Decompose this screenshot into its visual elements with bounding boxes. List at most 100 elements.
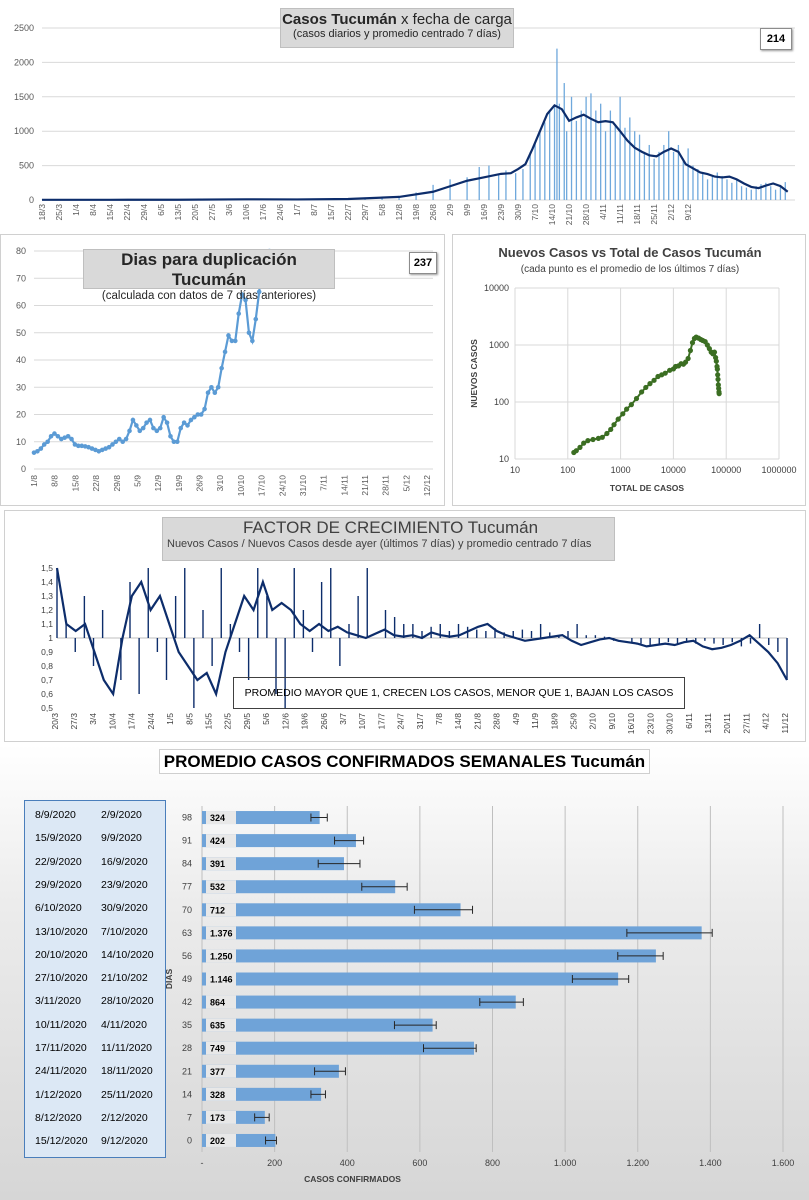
x-tick-label: 4/12 — [761, 713, 771, 730]
x-tick-label: 400 — [340, 1158, 355, 1168]
week-start-date: 2/12/2020 — [101, 1111, 148, 1124]
week-value-label: 1.146 — [210, 975, 233, 985]
x-tick-label: 100000 — [711, 465, 741, 475]
day-tick-label: 63 — [182, 928, 192, 938]
week-end-date: 24/11/2020 — [35, 1065, 87, 1078]
x-tick-label: 23/9 — [496, 204, 506, 221]
x-tick-label: 24/6 — [275, 204, 285, 221]
x-tick-label: 29/5 — [242, 713, 252, 730]
week-value-label: 635 — [210, 1021, 225, 1031]
scatter-point — [715, 376, 721, 382]
week-label-bg — [206, 880, 236, 894]
x-tick-label: 17/6 — [258, 204, 268, 221]
scatter-point — [577, 444, 583, 450]
x-axis-label: CASOS CONFIRMADOS — [304, 1174, 401, 1184]
x-tick-label: 24/10 — [277, 475, 287, 497]
y-tick-label: 1500 — [14, 92, 34, 102]
week-label-bg — [206, 811, 236, 825]
doubling-point — [236, 311, 242, 316]
new-vs-total-subtitle: (cada punto es el promedio de los último… — [520, 264, 740, 275]
x-tick-label: 31/7 — [415, 713, 425, 730]
x-tick-label: 7/10 — [530, 204, 540, 221]
x-tick-label: 10 — [510, 465, 520, 475]
day-tick-label: 35 — [182, 1020, 192, 1030]
y-tick-label: 1,4 — [41, 577, 53, 587]
doubling-point — [65, 434, 71, 439]
x-tick-label: 12/8 — [394, 204, 404, 221]
doubling-point — [130, 417, 136, 423]
new-vs-total-title: Nuevos Casos vs Total de Casos Tucumán — [498, 245, 762, 260]
x-tick-label: 21/10 — [564, 204, 574, 226]
day-tick-label: 7 — [187, 1112, 192, 1122]
x-tick-label: 19/9 — [174, 475, 184, 492]
week-bar — [202, 1018, 433, 1032]
scatter-point — [643, 384, 649, 391]
doubling-point — [154, 428, 160, 434]
doubling-point — [55, 434, 61, 439]
x-tick-label: 15/4 — [105, 204, 115, 221]
week-label-bg — [206, 1133, 236, 1147]
day-tick-label: 56 — [182, 951, 192, 961]
cases-chart-title-bold: Casos Tucumán — [282, 11, 397, 28]
week-bar — [202, 857, 344, 871]
day-tick-label: 84 — [182, 859, 192, 869]
scatter-point — [581, 440, 587, 446]
week-bar — [202, 1064, 339, 1078]
x-tick-label: 25/11 — [649, 204, 659, 225]
y-tick-label: 100 — [494, 397, 509, 407]
scatter-point — [687, 347, 694, 354]
week-label-bg — [206, 1041, 236, 1055]
x-tick-label: 25/3 — [54, 204, 64, 221]
x-tick-label: 13/5 — [173, 204, 183, 221]
avg-line — [42, 103, 789, 201]
doubling-point — [147, 417, 153, 423]
week-label-bg — [206, 949, 236, 963]
factor-avg-line — [55, 567, 788, 698]
doubling-point — [195, 412, 201, 417]
week-value-label: 377 — [210, 1067, 225, 1077]
x-tick-label: 1.600 — [772, 1158, 795, 1168]
week-start-date: 7/10/2020 — [101, 925, 148, 938]
scatter-line — [573, 335, 721, 454]
x-tick-label: 31/10 — [298, 475, 308, 497]
x-tick-label: 27/11 — [741, 713, 751, 734]
doubling-point — [185, 423, 190, 428]
x-tick-label: 1.200 — [626, 1158, 649, 1168]
growth-chart-title: FACTOR DE CRECIMIENTO — [242, 518, 464, 537]
x-tick-label: 5/12 — [401, 475, 411, 492]
y-tick-label: 1 — [48, 633, 53, 643]
x-tick-label: 8/8 — [50, 475, 60, 487]
week-label-bg — [206, 995, 236, 1009]
doubling-point — [192, 414, 197, 420]
week-label-bg — [206, 857, 236, 871]
week-bar — [202, 903, 461, 917]
x-tick-label: 2/9 — [445, 204, 455, 216]
doubling-point — [188, 417, 194, 423]
doubling-point — [246, 330, 252, 336]
week-end-date: 3/11/2020 — [35, 995, 81, 1008]
doubling-point — [52, 431, 57, 436]
week-bar — [202, 880, 396, 894]
week-value-label: 1.376 — [210, 928, 233, 938]
week-bar — [202, 926, 702, 940]
scatter-point — [715, 372, 721, 378]
y-tick-label: 500 — [19, 161, 34, 171]
x-tick-label: 9/9 — [462, 204, 472, 216]
doubling-point — [164, 420, 170, 425]
x-tick-label: 9/12 — [683, 204, 693, 221]
week-label-bg — [206, 972, 236, 986]
y-tick-label: 70 — [16, 273, 26, 283]
y-tick-label: 10000 — [484, 283, 509, 293]
x-tick-label: 1.400 — [699, 1158, 722, 1168]
cases-chart-title-rest: x fecha de carga — [396, 11, 512, 28]
x-tick-label: 11/12 — [780, 713, 790, 734]
x-tick-label: 29/7 — [360, 204, 370, 221]
week-label-bg — [206, 926, 236, 940]
scatter-point — [711, 349, 718, 355]
doubling-point — [76, 443, 81, 449]
x-tick-label: 3/10 — [215, 475, 225, 492]
x-tick-label: 1/8 — [29, 475, 39, 487]
scatter-point — [689, 340, 696, 346]
x-tick-label: 22/8 — [91, 475, 101, 492]
doubling-point — [110, 442, 115, 447]
